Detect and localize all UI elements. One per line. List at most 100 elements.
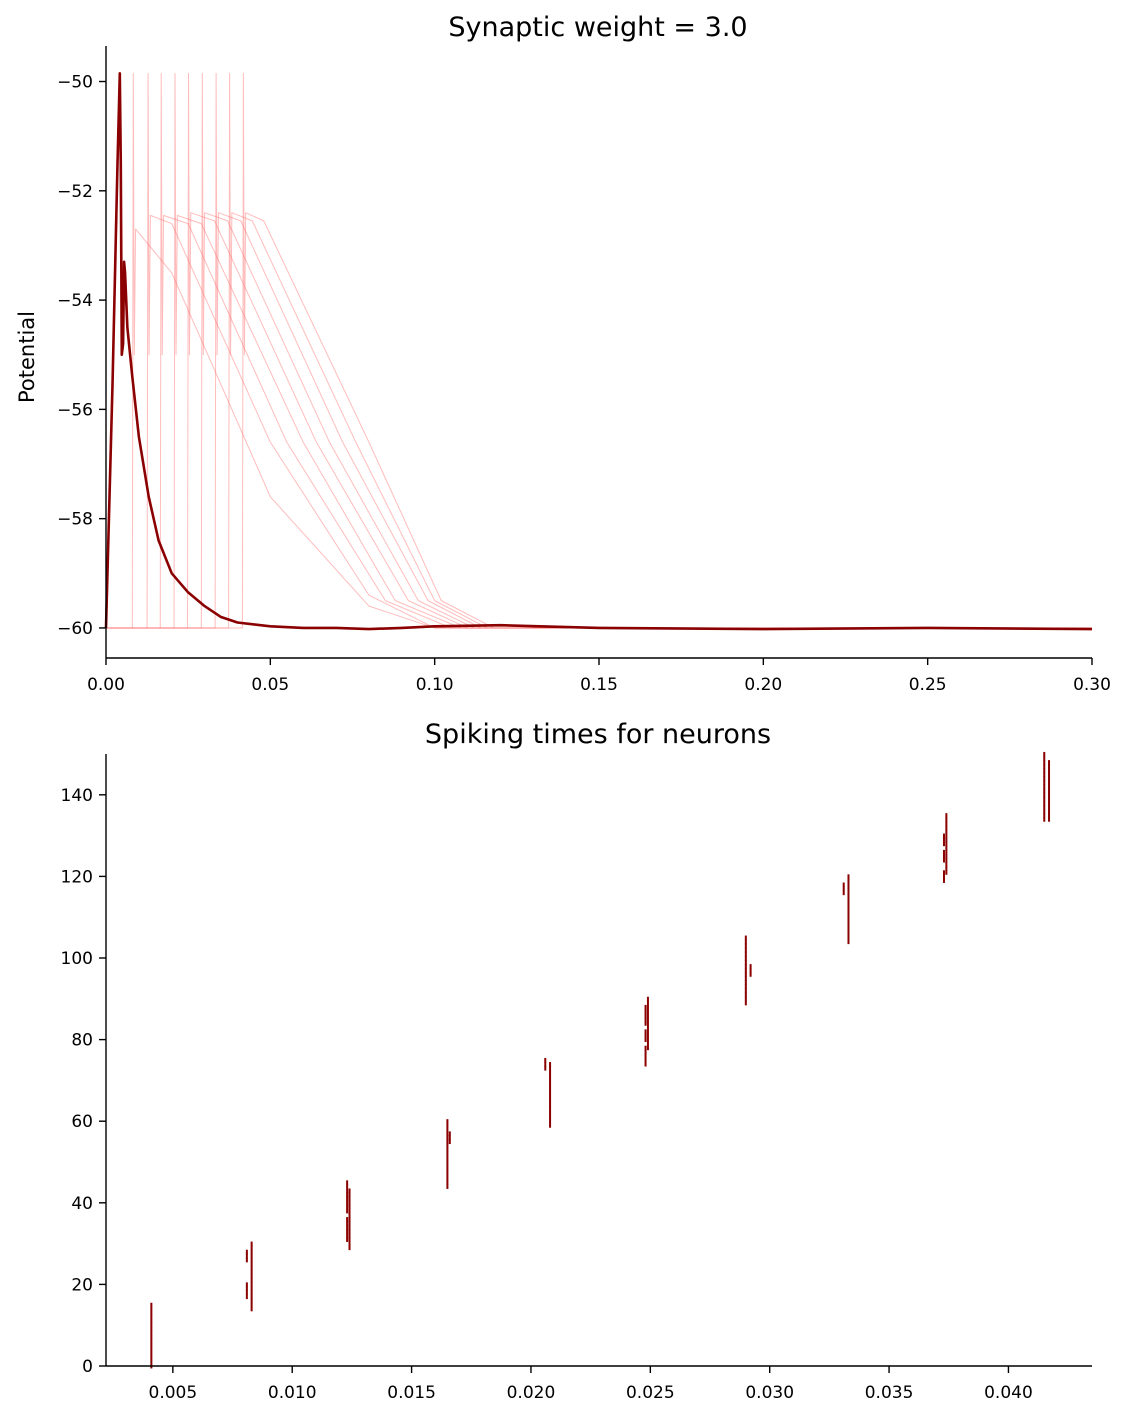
spike-mark: [250, 1278, 253, 1283]
spike-mark: [448, 1139, 451, 1145]
neuron-potential-trace-3: [106, 72, 1092, 629]
spike-raster-y-tick-label: 0: [82, 1357, 93, 1377]
spike-mark: [942, 858, 945, 863]
spike-mark: [150, 1335, 153, 1340]
spike-mark: [348, 1221, 351, 1226]
spike-raster-axes: 0.005 0.010 0.015 0.020 0.025 0.030 0.035 0.040…: [61, 754, 1092, 1403]
spike-mark: [1048, 792, 1051, 798]
spike-mark: [1043, 760, 1046, 765]
spike-mark: [847, 911, 850, 916]
spike-mark: [549, 1102, 552, 1108]
spike-mark: [1043, 792, 1046, 798]
spike-mark: [942, 841, 945, 847]
spike-mark: [549, 1078, 552, 1083]
spike-mark: [644, 1029, 647, 1034]
potential-x-tick-label: 0.15: [580, 675, 618, 695]
spike-mark: [250, 1306, 253, 1312]
spike-mark: [348, 1225, 351, 1230]
spike-raster-x-tick-label: 0.005: [149, 1383, 198, 1403]
spike-mark: [250, 1270, 253, 1275]
spike-mark: [1043, 800, 1046, 806]
potential-trace-group: [106, 72, 1092, 629]
spike-mark: [942, 853, 945, 859]
spike-mark: [646, 1025, 649, 1030]
spike-mark: [1048, 772, 1051, 777]
spike-mark: [644, 1033, 647, 1038]
spike-raster-x-tick-label: 0.035: [865, 1383, 914, 1403]
spike-mark: [544, 1062, 547, 1067]
spike-mark: [1048, 805, 1051, 810]
neuron-potential-trace-2: [106, 72, 1092, 629]
spike-mark: [346, 1196, 349, 1202]
spike-mark: [847, 878, 850, 883]
spike-mark: [644, 1017, 647, 1022]
spike-mark: [842, 886, 845, 892]
spike-mark: [945, 813, 948, 818]
potential-y-axis-label: Potential: [15, 311, 39, 403]
spike-mark: [346, 1229, 349, 1234]
spike-mark: [245, 1249, 248, 1255]
potential-chart: Synaptic weight = 3.0 Potential 0.00 0.05…: [15, 12, 1111, 695]
spike-mark: [1048, 776, 1051, 781]
spike-mark: [1043, 776, 1046, 781]
spike-mark: [945, 837, 948, 843]
spike-raster-x-tick-label: 0.040: [984, 1383, 1033, 1403]
spike-mark: [945, 858, 948, 863]
spike-mark: [150, 1347, 153, 1353]
spike-mark: [749, 964, 752, 969]
spike-mark: [945, 817, 948, 822]
spike-mark: [1043, 780, 1046, 785]
spike-mark: [346, 1217, 349, 1222]
spike-mark: [346, 1184, 349, 1189]
spike-mark: [942, 874, 945, 879]
spike-mark: [646, 1033, 649, 1038]
spike-mark: [446, 1155, 449, 1161]
spike-mark: [348, 1204, 351, 1210]
spike-mark: [646, 1004, 649, 1010]
spike-mark: [1048, 813, 1051, 818]
spike-mark: [250, 1274, 253, 1279]
spike-mark: [1048, 788, 1051, 794]
spike-mark: [150, 1327, 153, 1332]
spike-mark: [744, 951, 747, 957]
spike-mark: [250, 1294, 253, 1300]
spike-mark: [446, 1180, 449, 1185]
spike-mark: [245, 1286, 248, 1291]
spike-mark: [847, 882, 850, 887]
spike-mark: [1048, 784, 1051, 790]
spike-raster-x-tick-label: 0.030: [745, 1383, 794, 1403]
potential-x-tick-label: 0.00: [87, 675, 125, 695]
spike-mark: [1048, 780, 1051, 785]
spike-mark: [549, 1094, 552, 1100]
spike-mark: [348, 1241, 351, 1247]
spike-mark: [945, 841, 948, 847]
spike-mark: [847, 931, 850, 936]
spike-mark: [150, 1323, 153, 1328]
spike-mark: [644, 1004, 647, 1010]
spike-mark: [348, 1217, 351, 1222]
spike-mark: [446, 1164, 449, 1169]
potential-chart-title: Synaptic weight = 3.0: [448, 12, 747, 43]
spike-mark: [346, 1192, 349, 1198]
spike-mark: [1048, 800, 1051, 806]
spike-raster-y-tick-label: 80: [71, 1031, 93, 1051]
spike-mark: [644, 1062, 647, 1067]
spike-mark: [1043, 788, 1046, 794]
spike-mark: [1043, 764, 1046, 769]
spike-mark: [446, 1127, 449, 1132]
spike-mark: [644, 1057, 647, 1063]
potential-axes: 0.00 0.05 0.10 0.15 0.20 0.25 0.30 −60 −58 −56 −54…: [57, 46, 1111, 695]
spike-mark: [250, 1257, 253, 1263]
spike-mark: [250, 1302, 253, 1308]
spike-mark: [245, 1294, 248, 1300]
potential-x-tick-label: 0.10: [416, 675, 454, 695]
spike-mark: [842, 882, 845, 887]
spike-mark-group: [150, 751, 1051, 1369]
spike-mark: [346, 1180, 349, 1185]
spike-mark: [549, 1123, 552, 1128]
spike-mark: [644, 1021, 647, 1026]
spike-mark: [346, 1233, 349, 1238]
spike-mark: [744, 976, 747, 981]
potential-y-tick-label: −56: [57, 400, 93, 420]
